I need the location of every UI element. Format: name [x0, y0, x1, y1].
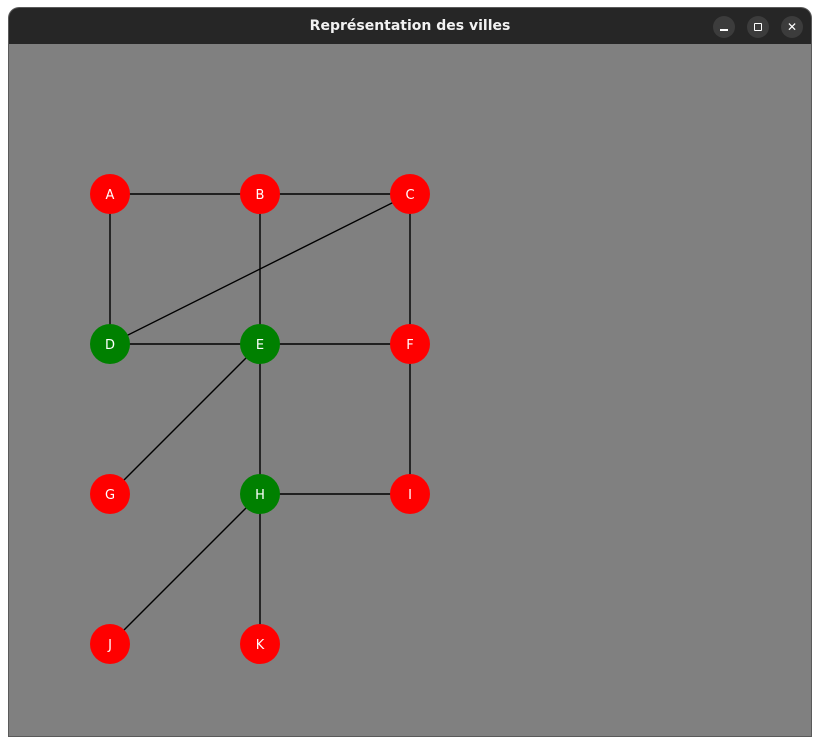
edge-E-G — [110, 344, 260, 494]
node-label-E: E — [256, 338, 264, 353]
node-label-C: C — [405, 188, 414, 203]
close-button[interactable]: ✕ — [781, 16, 803, 38]
node-label-F: F — [406, 338, 413, 353]
graph-canvas: A B C D E F G H I J K — [9, 44, 811, 736]
node-G: G — [90, 474, 130, 514]
node-C: C — [390, 174, 430, 214]
edge-H-J — [110, 494, 260, 644]
node-H: H — [240, 474, 280, 514]
node-J: J — [90, 624, 130, 664]
node-F: F — [390, 324, 430, 364]
node-label-A: A — [106, 188, 115, 203]
close-icon: ✕ — [787, 20, 797, 34]
maximize-button[interactable] — [747, 16, 769, 38]
city-graph: A B C D E F G H I J K — [9, 44, 811, 736]
node-label-B: B — [256, 188, 265, 203]
node-label-K: K — [256, 638, 265, 653]
minimize-button[interactable] — [713, 16, 735, 38]
node-A: A — [90, 174, 130, 214]
node-label-H: H — [255, 488, 265, 503]
minimize-icon — [720, 29, 728, 31]
node-label-I: I — [408, 488, 412, 503]
node-K: K — [240, 624, 280, 664]
node-label-J: J — [107, 638, 112, 653]
title-bar[interactable]: Représentation des villes ✕ — [9, 8, 811, 44]
app-window: Représentation des villes ✕ A B C D E F G H I J K — [9, 8, 811, 736]
node-D: D — [90, 324, 130, 364]
node-B: B — [240, 174, 280, 214]
window-title: Représentation des villes — [9, 8, 811, 44]
node-E: E — [240, 324, 280, 364]
node-label-D: D — [105, 338, 115, 353]
node-label-G: G — [105, 488, 115, 503]
maximize-icon — [754, 23, 762, 31]
node-I: I — [390, 474, 430, 514]
edges-layer — [110, 194, 410, 644]
